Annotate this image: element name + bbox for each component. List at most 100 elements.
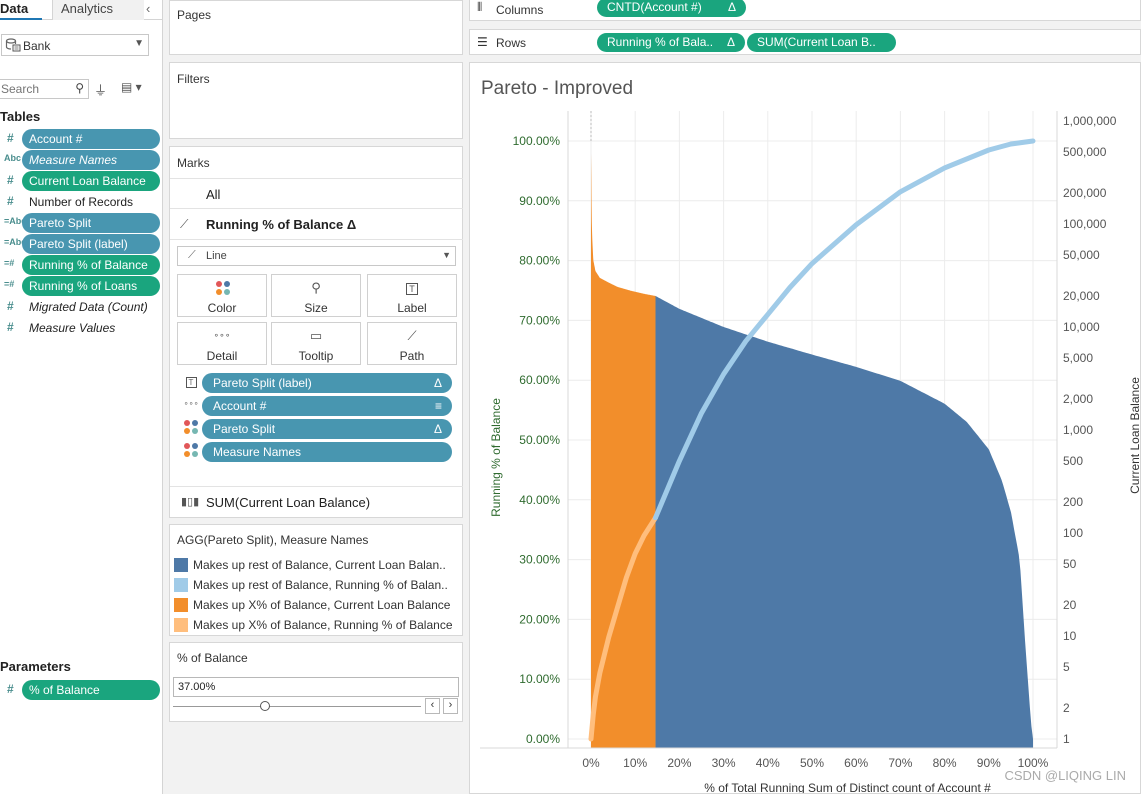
parameters-heading: Parameters xyxy=(0,659,71,674)
rows-pill-loan-balance[interactable]: SUM(Current Loan B.. xyxy=(747,33,896,52)
tab-analytics[interactable]: Analytics xyxy=(52,0,144,20)
y-left-axis-title: Running % of Balance xyxy=(489,398,503,517)
field-label: Number of Records xyxy=(29,195,134,209)
field-item[interactable]: # Current Loan Balance xyxy=(0,171,162,192)
legend-swatch xyxy=(174,598,188,612)
datasource-select[interactable]: Bank ▼ xyxy=(1,34,149,56)
filters-shelf[interactable]: Filters xyxy=(169,62,463,139)
field-item[interactable]: Abc Measure Names xyxy=(0,150,162,171)
marks-measure-row[interactable]: ⟋ Running % of Balance Δ xyxy=(170,209,463,240)
viz-title: Pareto - Improved xyxy=(481,78,634,99)
filter-icon[interactable]: ⏚ xyxy=(94,83,108,98)
field-label: Measure Values xyxy=(29,321,116,335)
marks-second-card-label: SUM(Current Loan Balance) xyxy=(206,495,371,510)
rows-pill-running-pct[interactable]: Running % of Bala.. Δ xyxy=(597,33,745,52)
line-mark-icon: ⟋ xyxy=(188,249,196,261)
chevron-down-icon: ▼ xyxy=(442,250,451,260)
path-button[interactable]: ⟋ Path xyxy=(367,322,457,365)
tab-data[interactable]: Data xyxy=(0,0,42,20)
field-label: Running % of Balance xyxy=(22,255,160,275)
encoding-pill-label: Pareto Split (label) xyxy=(213,376,312,390)
field-item[interactable]: # Migrated Data (Count) xyxy=(0,297,162,318)
legend-swatch xyxy=(174,618,188,632)
field-item[interactable]: =Abc Pareto Split xyxy=(0,213,162,234)
rows-shelf[interactable]: ☰ Rows Running % of Bala.. Δ SUM(Current… xyxy=(469,29,1141,55)
legend-item[interactable]: Makes up X% of Balance, Current Loan Bal… xyxy=(173,595,461,615)
legend-swatch xyxy=(174,558,188,572)
view-options-icon[interactable]: ▤ ▾ xyxy=(121,80,142,94)
label-button[interactable]: T Label xyxy=(367,274,457,317)
size-button-label: Size xyxy=(304,301,328,315)
y-right-tick-label: 10,000 xyxy=(1063,320,1100,334)
columns-pill[interactable]: CNTD(Account #) Δ xyxy=(597,0,746,17)
detail-icon: ∘∘∘ xyxy=(213,330,231,340)
y-right-tick-label: 5,000 xyxy=(1063,351,1093,365)
tooltip-button[interactable]: ▭ Tooltip xyxy=(271,322,361,365)
mark-type-select[interactable]: ⟋ Line ▼ xyxy=(177,246,456,266)
y-left-tick-label: 10.00% xyxy=(519,672,560,686)
encoding-pill-label: Measure Names xyxy=(213,445,302,459)
step-back-button[interactable]: ‹ xyxy=(425,698,440,714)
color-encoding-icon xyxy=(184,420,198,434)
pareto-chart[interactable]: 0.00% 10.00% 20.00% 30.00% 40.00% 50.00% 60.00… xyxy=(470,63,1141,794)
parameter-item[interactable]: # % of Balance xyxy=(0,680,162,701)
size-button[interactable]: ⚲ Size xyxy=(271,274,361,317)
encoding-pill-account[interactable]: Account # ≡ xyxy=(202,396,452,416)
columns-shelf[interactable]: ⦀ Columns CNTD(Account #) Δ xyxy=(469,0,1141,21)
y-left-tick-label: 70.00% xyxy=(519,313,560,327)
tooltip-icon: ▭ xyxy=(309,328,323,343)
field-label: Pareto Split (label) xyxy=(22,234,160,254)
y-right-tick-label: 1 xyxy=(1063,732,1070,746)
field-item[interactable]: =# Running % of Loans xyxy=(0,276,162,297)
field-item[interactable]: =# Running % of Balance xyxy=(0,255,162,276)
x-tick-label: 70% xyxy=(888,756,912,770)
encoding-pill-label: Pareto Split xyxy=(213,422,276,436)
field-item[interactable]: # Measure Values xyxy=(0,318,162,339)
data-pane: Data Analytics ‹ Bank ▼ ⚲ ⏚ ▤ ▾ Tables #… xyxy=(0,0,163,794)
y-right-axis-title: Current Loan Balance xyxy=(1128,377,1141,494)
string-type-icon: =Abc xyxy=(4,237,27,247)
y-left-tick-label: 20.00% xyxy=(519,612,560,626)
y-right-tick-label: 200 xyxy=(1063,495,1083,509)
parameter-value-input[interactable]: 37.00% xyxy=(173,677,459,697)
field-search-input[interactable] xyxy=(0,81,69,97)
encoding-pill-measure-names[interactable]: Measure Names xyxy=(202,442,452,462)
data-pane-tabs: Data Analytics ‹ xyxy=(0,0,163,20)
field-label: Current Loan Balance xyxy=(22,171,160,191)
field-label: Measure Names xyxy=(22,150,160,170)
y-right-tick-label: 20,000 xyxy=(1063,289,1100,303)
marks-heading: Marks xyxy=(177,156,210,170)
collapse-pane-icon[interactable]: ‹ xyxy=(146,1,151,16)
y-left-tick-label: 30.00% xyxy=(519,553,560,567)
field-search[interactable]: ⚲ xyxy=(0,79,89,99)
field-item[interactable]: # Account # xyxy=(0,129,162,150)
marks-second-card-row[interactable]: ▮▯▮ SUM(Current Loan Balance) xyxy=(170,486,463,517)
line-series-split xyxy=(588,515,658,742)
rows-pill-label: SUM(Current Loan B.. xyxy=(757,35,876,49)
parameter-slider-track[interactable] xyxy=(173,706,421,707)
legend-item[interactable]: Makes up X% of Balance, Running % of Bal… xyxy=(173,615,461,635)
x-tick-label: 80% xyxy=(933,756,957,770)
rows-shelf-label: Rows xyxy=(496,36,527,50)
y-right-tick-label: 2,000 xyxy=(1063,392,1093,406)
y-left-tick-label: 100.00% xyxy=(513,134,561,148)
marks-all-row[interactable]: All xyxy=(170,178,463,209)
y-right-tick-label: 100 xyxy=(1063,526,1083,540)
parameter-control: % of Balance 37.00% ‹ › xyxy=(169,642,463,722)
encoding-pill-pareto-split[interactable]: Pareto Split Δ xyxy=(202,419,452,439)
legend-item[interactable]: Makes up rest of Balance, Current Loan B… xyxy=(173,555,461,575)
legend-item[interactable]: Makes up rest of Balance, Running % of B… xyxy=(173,575,461,595)
pages-shelf-label: Pages xyxy=(177,8,212,22)
step-forward-button[interactable]: › xyxy=(443,698,458,714)
color-button[interactable]: Color xyxy=(177,274,267,317)
y-right-tick-label: 50 xyxy=(1063,557,1077,571)
detail-button[interactable]: ∘∘∘ Detail xyxy=(177,322,267,365)
field-item[interactable]: =Abc Pareto Split (label) xyxy=(0,234,162,255)
x-tick-label: 40% xyxy=(756,756,780,770)
encoding-pill-pareto-split-label[interactable]: Pareto Split (label) Δ xyxy=(202,373,452,393)
parameter-slider-thumb[interactable] xyxy=(259,701,270,711)
string-type-icon: =Abc xyxy=(4,216,27,226)
y-left-tick-label: 80.00% xyxy=(519,254,560,268)
pages-shelf[interactable]: Pages xyxy=(169,0,463,55)
field-item[interactable]: # Number of Records xyxy=(0,192,162,213)
